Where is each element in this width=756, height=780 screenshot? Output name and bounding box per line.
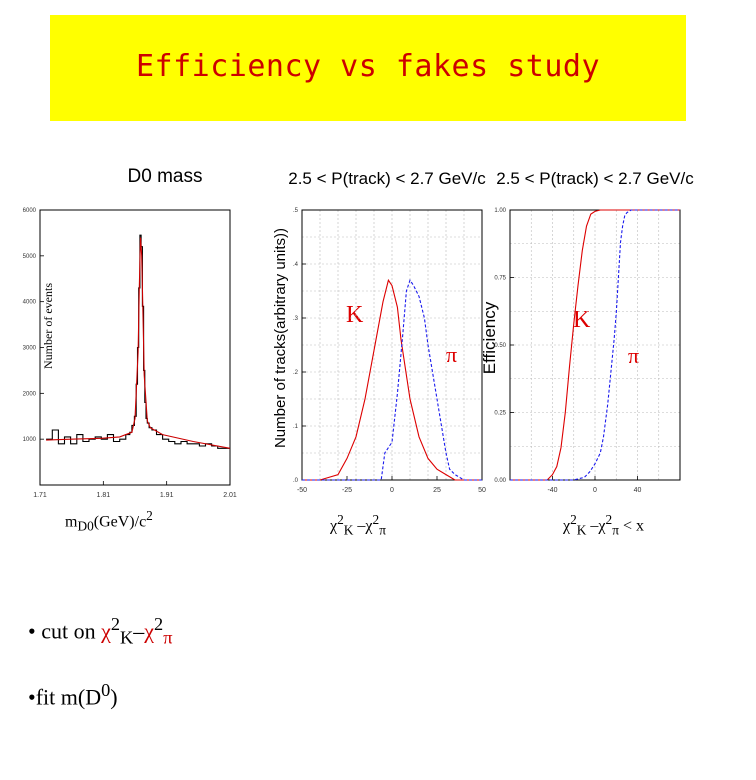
y-tick-label: 1000 [23, 437, 37, 443]
y-tick-label: 0.50 [494, 343, 506, 349]
x-tick-label: 1.81 [97, 492, 111, 499]
chart-title: 2.5 < P(track) < 2.7 GeV/c [288, 169, 486, 188]
pion-label: π [446, 342, 457, 367]
fit-curve-series [46, 237, 231, 449]
x-tick-label: 50 [478, 487, 486, 494]
y-tick-label: 0.75 [494, 276, 506, 282]
y-tick-label: 0.00 [494, 478, 506, 484]
y-axis-label: Number of events [41, 283, 55, 369]
title-banner: Efficiency vs fakes study [50, 15, 686, 121]
y-tick-label: .1 [293, 424, 299, 430]
y-tick-label: .5 [293, 208, 299, 214]
x-tick-label: 0 [593, 487, 597, 494]
y-tick-label: 3000 [23, 346, 37, 352]
kaon-series [302, 278, 482, 481]
y-tick-label: .2 [293, 370, 299, 376]
x-tick-label: 2.01 [223, 492, 237, 499]
distribution-panel: 2.5 < P(track) < 2.7 GeV/c Number of tra… [270, 150, 486, 495]
x-tick-label: 40 [634, 487, 642, 494]
y-tick-label: 5000 [23, 254, 37, 260]
distribution-chart: 2.5 < P(track) < 2.7 GeV/c Number of tra… [272, 169, 486, 494]
chart-title: 2.5 < P(track) < 2.7 GeV/c [496, 169, 694, 188]
d0-mass-chart: D0 mass Number of events 1.71 1.81 1.91 2.0… [23, 166, 237, 499]
mass-x-caption: mD0(GeV)/c2 [65, 508, 153, 534]
y-tick-label: 0.25 [494, 411, 506, 417]
x-tick-label: 25 [433, 487, 441, 494]
y-axis-label: Efficiency [480, 301, 499, 374]
x-tick-label: 1.71 [33, 492, 47, 499]
y-tick-label: 4000 [23, 300, 37, 306]
bullet-cut: • cut on χ2K–χ2π [28, 614, 173, 648]
d0-mass-panel: D0 mass Number of events 1.71 1.81 1.91 2.0… [23, 150, 245, 499]
x-tick-label: 1.91 [160, 492, 174, 499]
y-tick-label: 2000 [23, 391, 37, 397]
eff-x-caption: χ2K –χ2π < x [563, 512, 644, 538]
y-tick-label: .0 [293, 478, 299, 484]
x-tick-label: 0 [390, 487, 394, 494]
dist-x-caption: χ2K –χ2π [330, 512, 386, 538]
kaon-label: K [346, 302, 364, 328]
plot-frame [39, 209, 231, 486]
y-tick-label: .4 [293, 262, 299, 268]
y-tick-label: 6000 [23, 208, 37, 214]
y-tick-label: 1.00 [494, 208, 506, 214]
efficiency-chart: 2.5 < P(track) < 2.7 GeV/c Efficiency K … [480, 169, 694, 494]
chart-title: D0 mass [128, 166, 203, 187]
x-tick-label: -25 [342, 487, 352, 494]
pion-series [302, 278, 482, 481]
pion-series [510, 209, 680, 481]
efficiency-panel: 2.5 < P(track) < 2.7 GeV/c Efficiency K … [480, 150, 694, 495]
bullet-fit: •fit m(D0) [28, 680, 118, 710]
y-axis-label: Number of tracks(arbitrary units)) [272, 228, 289, 448]
x-tick-label: -40 [547, 487, 557, 494]
pion-label: π [628, 343, 639, 368]
kaon-series [510, 209, 680, 481]
y-tick-label: .3 [293, 316, 299, 322]
kaon-label: K [573, 307, 591, 333]
x-tick-label: -50 [297, 487, 307, 494]
slide-title: Efficiency vs fakes study [135, 49, 601, 84]
